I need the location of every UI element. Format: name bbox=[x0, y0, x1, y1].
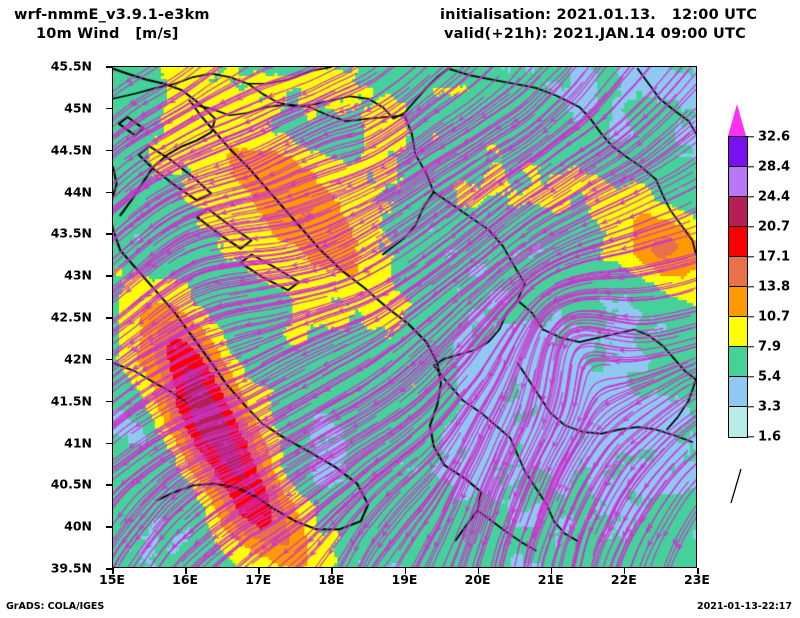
colorbar-tick bbox=[747, 136, 754, 138]
lat-axis-label: 40N bbox=[64, 518, 92, 534]
colorbar-label: 7.9 bbox=[758, 339, 782, 355]
lat-axis-tick bbox=[106, 400, 112, 403]
colorbar-tick bbox=[747, 196, 754, 198]
colorbar-band bbox=[729, 407, 747, 437]
lon-axis-label: 17E bbox=[245, 572, 272, 587]
lat-axis-label: 41N bbox=[64, 435, 92, 450]
lon-axis-label: 22E bbox=[610, 572, 637, 587]
lat-axis-label: 45.5N bbox=[50, 58, 92, 74]
lat-axis-label: 43.5N bbox=[50, 225, 92, 241]
colorbar-band bbox=[729, 227, 747, 257]
colorbar-arrow-cap bbox=[728, 104, 746, 136]
colorbar-band bbox=[729, 137, 747, 167]
colorbar-tick bbox=[747, 316, 754, 318]
lon-axis-label: 21E bbox=[537, 572, 564, 587]
lat-axis-label: 43N bbox=[64, 267, 92, 283]
map-plot-area bbox=[112, 66, 697, 568]
lat-axis-tick bbox=[106, 149, 112, 152]
lon-axis-label: 18E bbox=[318, 572, 345, 587]
lat-axis-tick bbox=[106, 568, 112, 570]
model-title: wrf-nmmE_v3.9.1-e3km bbox=[14, 7, 210, 23]
lat-axis-tick bbox=[106, 484, 112, 486]
lon-axis-tick bbox=[331, 568, 333, 574]
colorbar-tick bbox=[747, 406, 754, 408]
lat-axis-label: 40.5N bbox=[50, 476, 92, 492]
lon-axis-tick bbox=[112, 568, 114, 574]
colorbar-tick bbox=[747, 166, 754, 168]
colorbar-label: 32.6 bbox=[758, 129, 791, 145]
lat-axis-label: 39.5N bbox=[50, 560, 92, 576]
colorbar-label: 3.3 bbox=[758, 399, 782, 415]
lat-axis-tick bbox=[106, 275, 112, 277]
streamline-overlay bbox=[113, 67, 696, 567]
lat-axis-label: 45N bbox=[64, 100, 92, 116]
lon-axis-label: 23E bbox=[684, 572, 710, 587]
colorbar-label: 13.8 bbox=[758, 279, 791, 295]
colorbar-band bbox=[729, 347, 747, 377]
colorbar-tick bbox=[747, 436, 754, 438]
lat-axis-tick bbox=[106, 358, 112, 361]
lat-axis-tick bbox=[106, 442, 112, 444]
lat-axis-tick bbox=[106, 191, 112, 193]
lat-axis-tick bbox=[106, 66, 112, 68]
lat-axis-label: 44N bbox=[64, 184, 92, 199]
lon-axis-tick bbox=[404, 568, 406, 574]
lon-axis-label: 20E bbox=[464, 572, 491, 587]
header-left-block: wrf-nmmE_v3.9.1-e3km 10m Wind [m/s] bbox=[14, 6, 210, 44]
colorbar-label: 1.6 bbox=[758, 429, 782, 445]
colorbar-tick bbox=[747, 256, 754, 258]
colorbar-tick bbox=[747, 376, 754, 378]
colorbar-tick bbox=[747, 226, 754, 228]
lat-axis-tick bbox=[106, 526, 112, 528]
lat-axis-tick bbox=[106, 233, 112, 235]
initialisation-time: initialisation: 2021.01.13. 12:00 UTC bbox=[440, 7, 758, 23]
colorbar-band bbox=[729, 167, 747, 197]
lon-axis-label: 15E bbox=[99, 572, 125, 587]
valid-time: valid(+21h): 2021.JAN.14 09:00 UTC bbox=[444, 26, 746, 42]
lat-axis-label: 42N bbox=[64, 351, 92, 367]
colorbar-bands bbox=[728, 136, 748, 438]
lat-axis-label: 44.5N bbox=[50, 142, 92, 158]
variable-label: 10m Wind [m/s] bbox=[36, 26, 179, 42]
colorbar-label: 24.4 bbox=[758, 189, 791, 205]
lat-axis-tick bbox=[106, 107, 112, 110]
header-right-block: initialisation: 2021.01.13. 12:00 UTC va… bbox=[440, 6, 757, 44]
colorbar-label: 20.7 bbox=[758, 219, 791, 235]
colorbar-label: 10.7 bbox=[758, 309, 791, 325]
lon-axis-label: 19E bbox=[391, 572, 418, 587]
colorbar-band bbox=[729, 317, 747, 347]
colorbar-band bbox=[729, 287, 747, 317]
render-timestamp: 2021-01-13-22:17 bbox=[697, 601, 792, 612]
lon-axis-tick bbox=[258, 568, 260, 574]
colorbar-tail bbox=[730, 469, 742, 504]
lon-axis-tick bbox=[477, 568, 480, 574]
colorbar-label: 17.1 bbox=[758, 249, 791, 265]
lon-axis-tick bbox=[623, 568, 626, 574]
lat-axis-label: 41.5N bbox=[50, 393, 92, 409]
colorbar-band bbox=[729, 197, 747, 227]
colorbar-tick bbox=[747, 346, 754, 348]
grads-credit: GrADS: COLA/IGES bbox=[6, 601, 105, 612]
colorbar-band bbox=[729, 257, 747, 287]
lat-axis-label: 42.5N bbox=[50, 309, 92, 325]
lat-axis-tick bbox=[106, 317, 112, 319]
colorbar-label: 28.4 bbox=[758, 159, 791, 175]
colorbar-band bbox=[729, 377, 747, 407]
lon-axis-tick bbox=[550, 568, 553, 574]
lon-axis-tick bbox=[697, 568, 699, 574]
lon-axis-tick bbox=[185, 568, 187, 574]
colorbar-tick bbox=[747, 286, 754, 288]
colorbar-label: 5.4 bbox=[758, 369, 782, 385]
lon-axis-label: 16E bbox=[172, 572, 199, 587]
